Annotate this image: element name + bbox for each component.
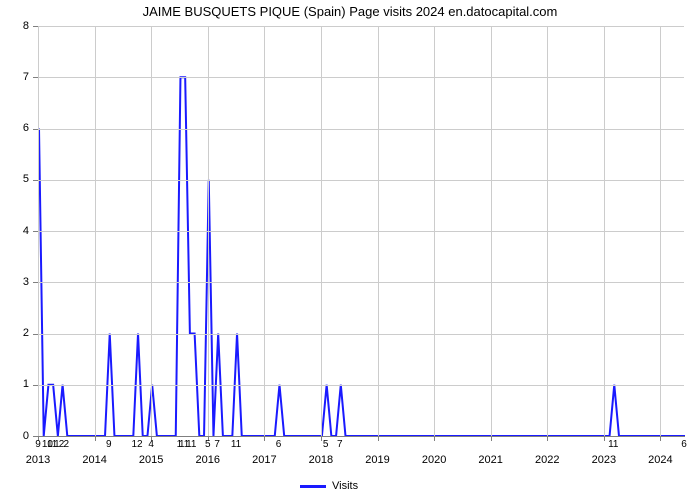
x-year-label: 2020 bbox=[422, 454, 446, 466]
grid-line-v bbox=[434, 26, 435, 436]
x-year-tick bbox=[660, 436, 661, 441]
x-year-tick bbox=[547, 436, 548, 441]
grid-line-h bbox=[38, 180, 684, 181]
x-year-label: 2019 bbox=[365, 454, 389, 466]
y-tick-label: 3 bbox=[0, 276, 29, 288]
chart-container: { "title": "JAIME BUSQUETS PIQUE (Spain)… bbox=[0, 0, 700, 500]
x-year-tick bbox=[95, 436, 96, 441]
x-year-label: 2015 bbox=[139, 454, 163, 466]
grid-line-h bbox=[38, 282, 684, 283]
x-year-tick bbox=[604, 436, 605, 441]
x-year-tick bbox=[434, 436, 435, 441]
grid-line-v bbox=[378, 26, 379, 436]
x-point-label: 12 bbox=[131, 439, 142, 450]
grid-line-h bbox=[38, 231, 684, 232]
x-year-label: 2023 bbox=[592, 454, 616, 466]
grid-line-h bbox=[38, 129, 684, 130]
x-year-tick bbox=[378, 436, 379, 441]
y-tick-label: 0 bbox=[0, 430, 29, 442]
y-tick-label: 1 bbox=[0, 378, 29, 390]
y-tick-label: 4 bbox=[0, 225, 29, 237]
x-point-label: 6 bbox=[276, 439, 282, 450]
grid-line-v bbox=[321, 26, 322, 436]
legend-swatch bbox=[300, 485, 326, 488]
grid-line-h bbox=[38, 385, 684, 386]
grid-line-h bbox=[38, 334, 684, 335]
x-year-label: 2024 bbox=[648, 454, 672, 466]
x-point-label: 7 bbox=[214, 439, 220, 450]
x-year-label: 2021 bbox=[478, 454, 502, 466]
grid-line-v bbox=[604, 26, 605, 436]
grid-line-v bbox=[547, 26, 548, 436]
x-year-label: 2022 bbox=[535, 454, 559, 466]
x-year-tick bbox=[321, 436, 322, 441]
x-point-label: 5 bbox=[205, 439, 211, 450]
x-point-label: 2 bbox=[64, 439, 70, 450]
y-tick-label: 8 bbox=[0, 20, 29, 32]
grid-line-h bbox=[38, 77, 684, 78]
x-year-tick bbox=[264, 436, 265, 441]
x-point-label: 1 bbox=[191, 439, 197, 450]
x-year-label: 2013 bbox=[26, 454, 50, 466]
grid-line-v bbox=[95, 26, 96, 436]
y-tick-label: 6 bbox=[0, 122, 29, 134]
grid-line-v bbox=[208, 26, 209, 436]
x-point-label: 11 bbox=[608, 439, 618, 450]
y-tick-label: 2 bbox=[0, 327, 29, 339]
grid-line-v bbox=[151, 26, 152, 436]
x-year-label: 2017 bbox=[252, 454, 276, 466]
x-point-label: 6 bbox=[681, 439, 687, 450]
grid-line-v bbox=[491, 26, 492, 436]
x-point-label: 5 bbox=[323, 439, 329, 450]
grid-line-v bbox=[38, 26, 39, 436]
x-year-label: 2018 bbox=[309, 454, 333, 466]
x-year-label: 2016 bbox=[196, 454, 220, 466]
grid-line-v bbox=[264, 26, 265, 436]
x-point-label: 11 bbox=[231, 439, 241, 450]
x-year-tick bbox=[491, 436, 492, 441]
x-year-label: 2014 bbox=[82, 454, 106, 466]
chart-title: JAIME BUSQUETS PIQUE (Spain) Page visits… bbox=[0, 4, 700, 19]
legend-label: Visits bbox=[332, 480, 358, 492]
grid-line-v bbox=[660, 26, 661, 436]
series-visits-line bbox=[39, 77, 685, 436]
x-point-label: 9 bbox=[35, 439, 41, 450]
legend: Visits bbox=[300, 480, 358, 492]
x-point-label: 7 bbox=[337, 439, 343, 450]
x-point-label: 9 bbox=[106, 439, 112, 450]
x-point-label: 4 bbox=[148, 439, 154, 450]
y-tick-label: 5 bbox=[0, 173, 29, 185]
grid-line-h bbox=[38, 26, 684, 27]
y-tick-label: 7 bbox=[0, 71, 29, 83]
